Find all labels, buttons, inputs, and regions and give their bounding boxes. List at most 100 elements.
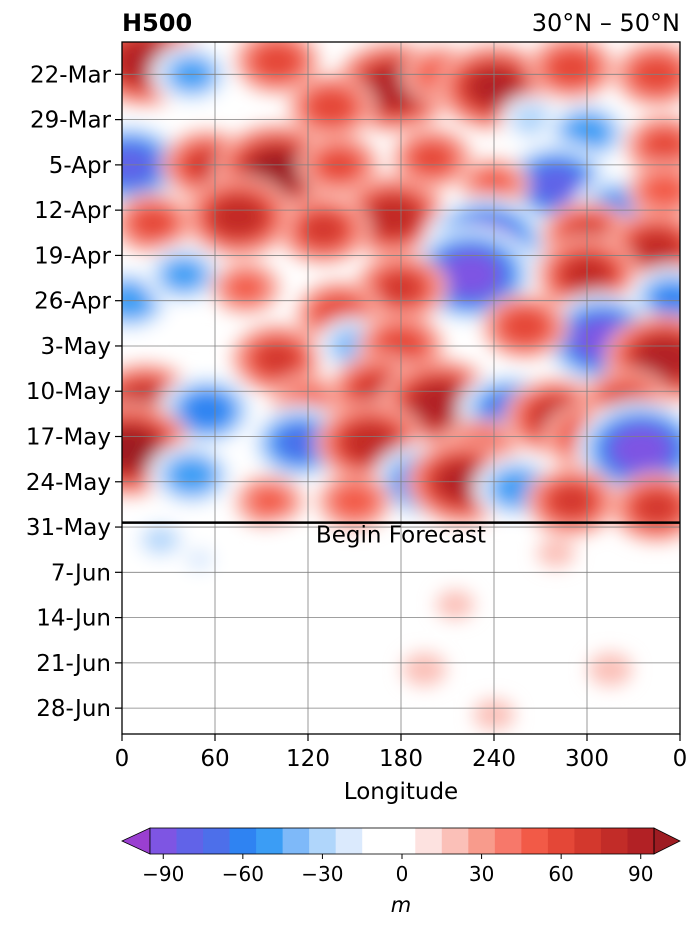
anomaly-blob [626, 161, 680, 220]
y-tick-label: 29-Mar [30, 108, 112, 134]
anomaly-contour [536, 538, 576, 568]
x-axis-label: Longitude [344, 779, 458, 805]
colorbar-tick-label: 30 [469, 862, 494, 886]
colorbar-swatch [256, 828, 284, 854]
anomaly-blob [436, 590, 475, 620]
anomaly-contour [413, 144, 451, 173]
anomaly-blob [183, 175, 293, 258]
anomaly-blob [588, 652, 633, 687]
colorbar-swatch [468, 828, 496, 854]
anomaly-blob [233, 474, 305, 529]
colorbar-swatch [388, 828, 416, 854]
anomaly-blob [402, 652, 447, 687]
anomaly-contour [145, 528, 176, 552]
colorbar-tick-label: −30 [301, 862, 343, 886]
anomaly-contour [503, 310, 547, 344]
anomaly-contour [436, 590, 475, 620]
colorbar: −90 −60 −30 0 30 60 90 [121, 827, 681, 886]
anomaly-blob [122, 192, 194, 255]
x-tick-label: 60 [200, 746, 229, 772]
y-tick-label: 22-Mar [30, 62, 112, 88]
anomaly-contour [252, 488, 286, 514]
anomaly-blob [525, 465, 618, 537]
anomaly-blob [210, 260, 282, 315]
anomaly-blob [316, 472, 393, 531]
anomaly-blob [623, 114, 680, 177]
y-tick-label: 28-Jun [36, 696, 111, 722]
colorbar-swatch [229, 828, 257, 854]
colorbar-swatch [415, 828, 443, 854]
anomaly-contour [170, 458, 214, 492]
anomaly-contour [638, 338, 680, 380]
anomaly-blob [233, 42, 321, 95]
y-tick-label: 26-Apr [34, 289, 111, 315]
anomaly-contour [229, 275, 263, 301]
y-tick-label: 17-May [26, 425, 111, 451]
y-tick-label: 21-Jun [36, 651, 111, 677]
anomaly-contour [551, 486, 592, 517]
anomaly-contour [402, 652, 447, 687]
chart-title-right: 30°N – 50°N [532, 9, 680, 37]
anomaly-contour [345, 424, 395, 462]
x-axis: 0 60 120 180 240 300 0 [115, 734, 688, 772]
anomaly-contour [165, 261, 203, 289]
anomaly-contour [442, 253, 499, 297]
anomaly-blob [610, 472, 680, 543]
anomaly-contour [646, 131, 680, 160]
colorbar-swatch [362, 828, 390, 854]
y-axis: 22-Mar 29-Mar 5-Apr 12-Apr 19-Apr 26-Apr 3-May… [26, 62, 122, 722]
anomaly-contour [635, 232, 679, 266]
anomaly-contour [278, 426, 322, 460]
anomaly-contour [122, 430, 155, 469]
anomaly-contour [184, 392, 231, 429]
x-tick-label: 0 [115, 746, 130, 772]
colorbar-extend-high [653, 827, 681, 855]
y-tick-label: 14-Jun [36, 606, 111, 632]
x-tick-label: 240 [472, 746, 516, 772]
anomaly-blob [143, 243, 225, 306]
colorbar-swatch [627, 828, 655, 854]
anomaly-contour [262, 523, 307, 557]
grid-lines [122, 42, 680, 734]
anomaly-contour [134, 209, 172, 237]
anomaly-blob [576, 400, 680, 499]
x-tick-label: 120 [286, 746, 330, 772]
anomaly-contour [257, 343, 297, 374]
chart-title-left: H500 [122, 9, 192, 37]
anomaly-contour [588, 652, 633, 687]
anomaly-contour [185, 548, 214, 571]
anomaly-blob [481, 293, 569, 360]
colorbar-tick-label: −90 [142, 862, 184, 886]
begin-forecast-label: Begin Forecast [316, 523, 486, 549]
anomaly-contour [636, 492, 677, 523]
anomaly-contour [613, 428, 670, 471]
colorbar-tick-label: −60 [222, 862, 264, 886]
anomaly-contour [644, 175, 680, 207]
anomaly-blob [536, 538, 576, 568]
anomaly-contour [213, 197, 264, 236]
y-tick-label: 5-Apr [49, 153, 112, 179]
y-tick-label: 10-May [26, 379, 111, 405]
anomaly-blob [148, 442, 236, 509]
plot-area: Begin Forecast [121, 41, 681, 735]
anomaly-contour [303, 214, 344, 245]
colorbar-swatch [282, 828, 310, 854]
anomaly-blob [527, 42, 616, 102]
x-tick-label: 0 [673, 746, 688, 772]
anomaly-blob [498, 140, 614, 228]
colorbar-swatch [150, 828, 178, 854]
y-tick-label: 7-Jun [51, 560, 111, 586]
y-tick-label: 3-May [41, 334, 111, 360]
colorbar-swatch [494, 828, 522, 854]
colorbar-swatch [176, 828, 204, 854]
colorbar-swatch [600, 828, 628, 854]
anomaly-contour [532, 166, 580, 202]
colorbar-swatch [203, 828, 231, 854]
y-tick-label: 19-Apr [34, 243, 111, 269]
colorbar-swatch [335, 828, 363, 854]
colorbar-tick-label: 90 [628, 862, 653, 886]
anomaly-blob [131, 517, 191, 563]
colorbar-swatch [521, 828, 549, 854]
anomaly-contour [368, 197, 419, 236]
